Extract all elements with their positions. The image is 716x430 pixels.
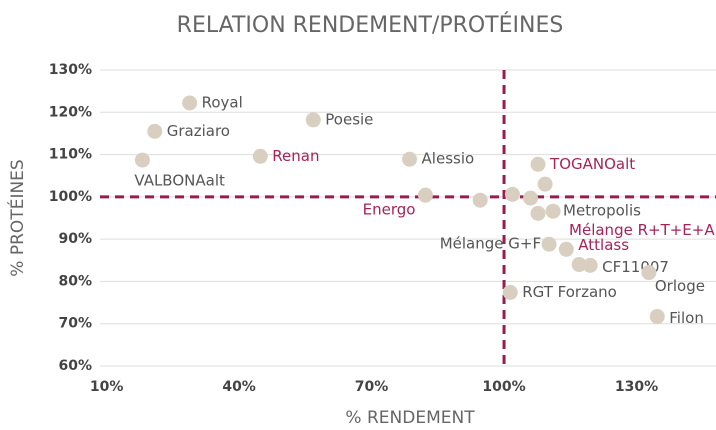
point — [305, 112, 321, 128]
point — [504, 186, 520, 202]
point-label: Poesie — [325, 110, 373, 128]
point-label: RGT Forzano — [522, 283, 617, 301]
point-label: Graziaro — [167, 122, 230, 140]
chart-title: RELATION RENDEMENT/PROTÉINES — [177, 12, 564, 38]
point — [571, 257, 587, 273]
point-label: Mélange G+F — [440, 235, 541, 253]
point — [541, 236, 557, 252]
point — [530, 156, 546, 172]
point-label: CF11007 — [602, 258, 669, 276]
point-label: Renan — [272, 147, 319, 165]
point — [641, 265, 657, 281]
x-axis-label: % RENDEMENT — [345, 408, 475, 428]
point — [537, 176, 553, 192]
y-tick-label: 120% — [49, 104, 92, 120]
point — [472, 192, 488, 208]
point-label: Attlass — [578, 236, 629, 254]
y-tick-label: 70% — [58, 316, 92, 332]
point-label: Metropolis — [563, 202, 641, 220]
point — [649, 309, 665, 325]
point-label: Mélange R+T+E+A — [569, 221, 715, 239]
point-label: Filon — [669, 309, 704, 327]
point — [402, 151, 418, 167]
point — [417, 187, 433, 203]
point-label: VALBONAalt — [134, 172, 225, 190]
point — [558, 241, 574, 257]
x-tick-label: 10% — [90, 379, 124, 395]
x-tick-label: 70% — [355, 379, 389, 395]
point — [182, 95, 198, 111]
y-tick-label: 130% — [49, 62, 92, 78]
y-tick-label: 80% — [58, 273, 92, 289]
point — [530, 205, 546, 221]
point — [134, 152, 150, 168]
point — [252, 148, 268, 164]
y-tick-label: 90% — [58, 231, 92, 247]
y-tick-label: 60% — [58, 358, 92, 374]
point — [147, 123, 163, 139]
point — [582, 257, 598, 273]
y-tick-label: 100% — [49, 189, 92, 205]
point-label: Royal — [202, 93, 243, 111]
y-axis-label: % PROTÉINES — [6, 159, 28, 276]
point — [502, 284, 518, 300]
x-tick-label: 40% — [222, 379, 256, 395]
y-tick-label: 110% — [49, 147, 92, 163]
point-label: TOGANOalt — [549, 155, 635, 173]
point — [523, 190, 539, 206]
x-tick-label: 100% — [482, 379, 525, 395]
point-label: Energo — [363, 201, 416, 219]
x-tick-label: 130% — [615, 379, 658, 395]
point-label: Orloge — [655, 277, 705, 295]
point — [545, 203, 561, 219]
point-label: Alessio — [422, 150, 475, 168]
